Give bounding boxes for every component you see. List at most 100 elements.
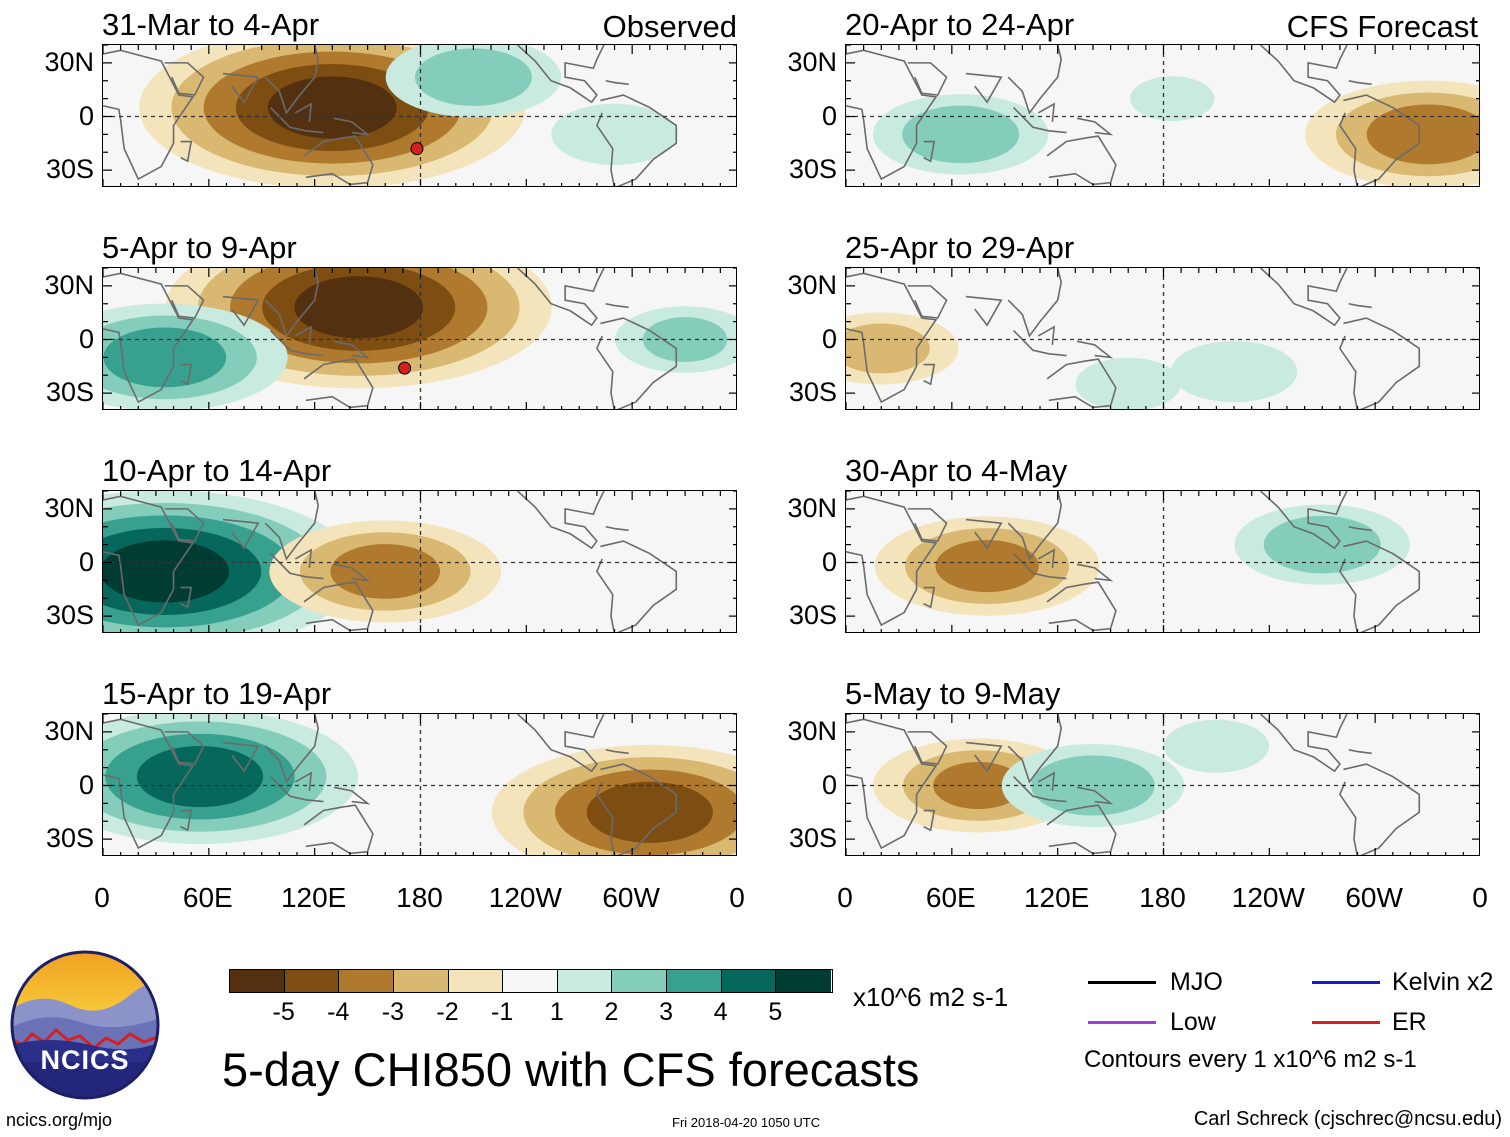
panel-title: 25-Apr to 29-Apr: [845, 230, 1075, 265]
coastline: [1076, 340, 1114, 359]
y-tick-label: 30N: [787, 715, 837, 746]
colorbar-swatch: [284, 970, 340, 992]
coastline: [516, 45, 605, 104]
coastline: [605, 525, 629, 532]
x-tick-label: 120W: [1231, 882, 1305, 913]
coastline: [1037, 548, 1056, 568]
coastline: [965, 72, 1003, 104]
coastline: [222, 72, 260, 104]
coastline: [333, 563, 371, 582]
anomaly-contour: [136, 745, 264, 808]
anomaly-center: [551, 103, 678, 165]
coastline: [164, 508, 205, 542]
anomaly-center: [874, 516, 1100, 616]
map-panel: [102, 44, 737, 187]
anomaly-center: [269, 520, 502, 623]
coastline: [180, 586, 193, 609]
ncics-logo: NCICS: [10, 950, 160, 1100]
anomaly-contour: [935, 540, 1039, 593]
coastline: [1007, 714, 1063, 784]
panel-title: 31-Mar to 4-Apr: [102, 7, 320, 42]
coastline: [270, 107, 324, 134]
coastline: [333, 340, 371, 359]
coastline: [294, 548, 313, 568]
anomaly-center: [1075, 357, 1181, 409]
coastline: [516, 714, 605, 773]
anomaly-contour: [1263, 515, 1381, 574]
tropical-cyclone-icon: [398, 361, 412, 375]
coastline: [1348, 302, 1372, 309]
colorbar-swatch: [393, 970, 449, 992]
coastline: [595, 317, 678, 409]
coastline: [1259, 714, 1348, 773]
anomaly-contour: [330, 544, 441, 599]
map-canvas: [103, 268, 736, 409]
contours-note: Contours every 1 x10^6 m2 s-1: [1084, 1046, 1417, 1073]
map-panel: [845, 490, 1480, 633]
colorbar-swatch: [721, 970, 777, 992]
coastline: [1076, 786, 1114, 805]
coastline: [264, 491, 320, 561]
coastline: [180, 809, 193, 832]
kelvin-legend-line: [1312, 981, 1380, 984]
coastline: [907, 62, 948, 96]
footer-credit: Carl Schreck (cjschrec@ncsu.edu): [1193, 1108, 1502, 1130]
coastline: [303, 804, 374, 855]
map-canvas: [846, 714, 1479, 855]
coastline: [103, 718, 195, 850]
coastline: [103, 495, 195, 627]
map-panel: [845, 44, 1480, 187]
anomaly-center: [491, 744, 736, 855]
anomaly-contour: [846, 323, 930, 374]
panel-title: 20-Apr to 24-Apr: [845, 7, 1075, 42]
coastline: [222, 295, 260, 327]
coastline: [1076, 117, 1114, 136]
coastline: [264, 268, 320, 338]
x-tick-label: 60W: [1345, 882, 1403, 913]
coastline: [164, 285, 205, 319]
coastlines: [103, 45, 678, 186]
coastline: [180, 140, 193, 163]
colorbar-tick-label: 1: [549, 998, 564, 1026]
figure-title: 5-day CHI850 with CFS forecasts: [222, 1043, 920, 1096]
anomaly-center: [872, 94, 1049, 175]
x-tick-label: 120E: [280, 882, 347, 913]
colorbar-swatch: [612, 970, 668, 992]
mjo-legend-label: MJO: [1170, 968, 1223, 996]
coastline: [923, 809, 936, 832]
map-canvas: [103, 491, 736, 632]
coastline: [1037, 325, 1056, 345]
logo-emblem-icon: [10, 950, 160, 1100]
coastline: [1013, 553, 1067, 580]
coastline: [1338, 317, 1421, 409]
coastline: [846, 718, 938, 850]
er-legend-line: [1312, 1021, 1380, 1024]
anomaly-center: [103, 714, 358, 844]
coastline: [1348, 748, 1372, 755]
coastline: [907, 508, 948, 542]
y-tick-label: 30S: [788, 600, 837, 631]
y-tick-label: 0: [821, 100, 837, 131]
map-canvas: [846, 45, 1479, 186]
anomaly-contour: [414, 48, 532, 106]
coastline: [222, 518, 260, 550]
coastlines: [103, 491, 678, 632]
map-canvas: [846, 268, 1479, 409]
anomaly-contour: [1170, 341, 1298, 403]
colorbar-swatch: [557, 970, 613, 992]
coastline: [846, 49, 938, 181]
anomaly-contour: [103, 327, 227, 388]
y-tick-label: 30N: [44, 269, 94, 300]
anomaly-contour: [1163, 719, 1270, 773]
x-tick-label: 0: [94, 882, 110, 913]
coastline: [1007, 45, 1063, 115]
colorbar-tick-label: -4: [327, 998, 350, 1026]
coastline: [303, 135, 374, 186]
y-tick-label: 30N: [787, 492, 837, 523]
anomaly-contour: [1075, 357, 1181, 409]
coastline: [1046, 135, 1117, 186]
coastline: [923, 363, 936, 386]
map-panel: [845, 267, 1480, 410]
colorbar-tick-label: 4: [713, 998, 728, 1026]
coastline: [846, 495, 938, 627]
